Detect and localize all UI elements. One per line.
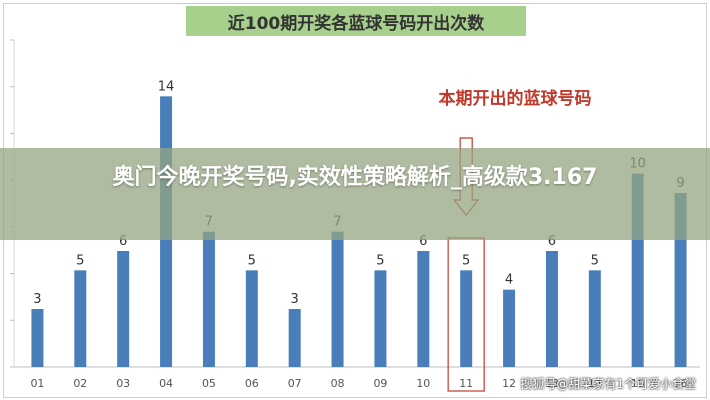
tick-label-13: 13 <box>545 377 559 390</box>
chart-title: 近100期开奖各蓝球号码开出次数 <box>186 6 526 36</box>
data-label-13: 6 <box>548 234 556 249</box>
tick-label-16: 16 <box>674 377 688 390</box>
bar-06 <box>245 270 258 367</box>
bar-11 <box>460 270 473 367</box>
bar-03 <box>117 251 130 367</box>
tick-label-02: 02 <box>73 377 87 390</box>
tick-label-05: 05 <box>202 377 216 390</box>
data-label-10: 6 <box>419 234 427 249</box>
watermark-text: 搜狐号@甜菜家有1个可爱小食堂 <box>520 377 696 391</box>
data-label-03: 6 <box>119 234 127 249</box>
tick-label-09: 09 <box>373 377 387 390</box>
data-label-01: 3 <box>33 292 41 307</box>
tick-label-01: 01 <box>30 377 44 390</box>
tick-label-11: 11 <box>459 377 473 390</box>
bar-08 <box>331 231 344 367</box>
tick-label-04: 04 <box>159 377 173 390</box>
bar-14 <box>588 270 601 367</box>
data-label-09: 5 <box>376 253 384 268</box>
bar-05 <box>202 231 215 367</box>
tick-label-07: 07 <box>288 377 302 390</box>
tick-label-06: 06 <box>245 377 259 390</box>
tick-label-12: 12 <box>502 377 516 390</box>
annotation-label: 本期开出的蓝球号码 <box>439 88 592 109</box>
data-label-12: 4 <box>505 273 513 288</box>
banner-text: 奥门今晚开奖号码,实效性策略解析_高级款3.167 <box>112 165 598 190</box>
data-label-14: 5 <box>591 253 599 268</box>
tick-label-15: 15 <box>631 377 645 390</box>
data-label-07: 3 <box>291 292 299 307</box>
tick-label-08: 08 <box>331 377 345 390</box>
bar-10 <box>417 251 430 367</box>
data-label-02: 5 <box>76 253 84 268</box>
data-label-04: 14 <box>158 79 175 94</box>
banner-overlay <box>0 148 710 240</box>
bar-02 <box>74 270 87 367</box>
bar-07 <box>288 309 301 367</box>
bar-12 <box>503 289 516 367</box>
bar-09 <box>374 270 387 367</box>
bar-01 <box>31 309 44 367</box>
bar-13 <box>545 251 558 367</box>
tick-label-03: 03 <box>116 377 130 390</box>
tick-label-10: 10 <box>416 377 430 390</box>
data-label-06: 5 <box>248 253 256 268</box>
data-label-11: 5 <box>462 253 470 268</box>
tick-label-14: 14 <box>588 377 602 390</box>
